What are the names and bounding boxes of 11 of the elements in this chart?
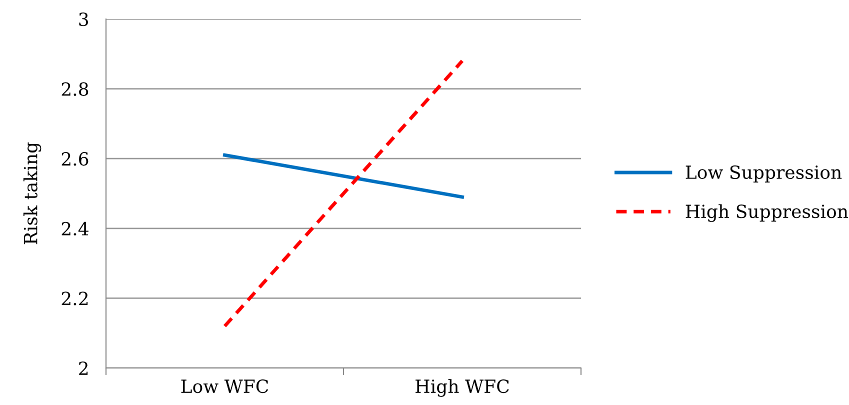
x-tick-label: Low WFC (181, 379, 268, 394)
y-tick-label: 2.6 (62, 152, 88, 166)
y-axis-title: Risk taking (23, 142, 42, 244)
y-tick-label: 2.2 (62, 292, 88, 306)
y-tick-label: 2.8 (62, 82, 88, 96)
y-tick-label: 3 (79, 12, 88, 26)
legend-label: High Suppression (686, 204, 848, 222)
y-tick-label: 2.4 (62, 222, 88, 236)
legend-label: Low Suppression (686, 165, 842, 183)
y-tick-label: 2 (79, 361, 88, 375)
x-tick-label: High WFC (416, 379, 509, 397)
